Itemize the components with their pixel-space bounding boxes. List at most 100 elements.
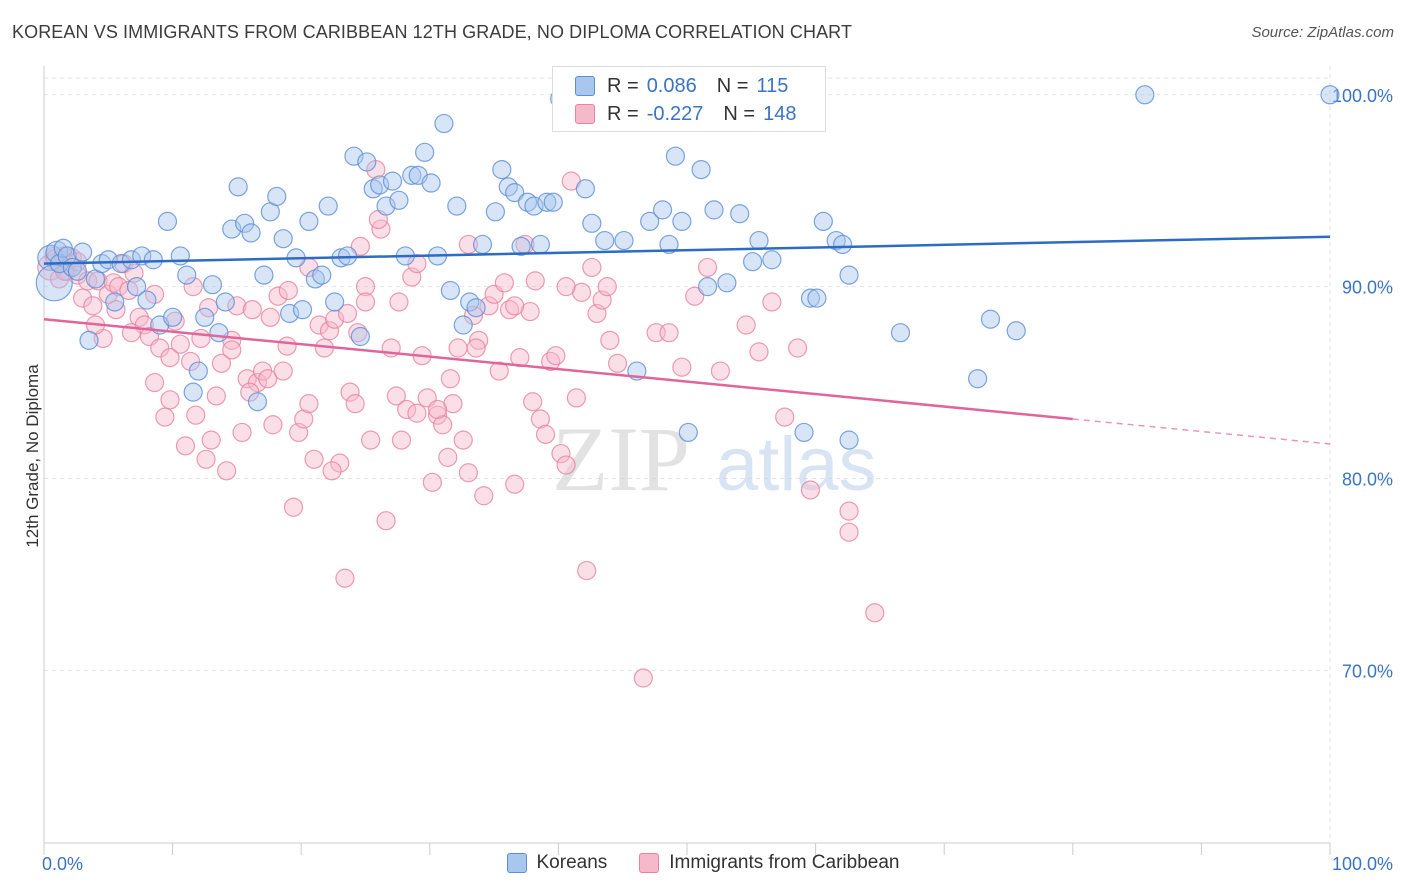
korean-point [126,277,147,297]
koreans-r-label: R = [607,74,639,97]
caribbean-r-label: R = [607,102,639,125]
korean-point [453,315,473,335]
korean-point [215,292,235,312]
caribbean-point [386,386,406,406]
caribbean-point [196,449,216,469]
caribbean-point [523,392,543,412]
korean-point [434,113,454,134]
korean-point [742,252,763,272]
caribbean-trend-extension [1072,418,1331,445]
caribbean-point [160,390,180,410]
korean-point [137,290,157,310]
caribbean-point [427,399,448,420]
korean-point [1006,321,1026,341]
caribbean-point [685,286,705,306]
korean-point [530,234,550,255]
korean-point [370,175,390,195]
caribbean-point [355,292,376,312]
korean-point [382,171,403,191]
korean-point [762,250,782,270]
caribbean-point [800,480,821,500]
caribbean-point [566,388,587,408]
korean-point [672,211,692,231]
caribbean-point [155,407,175,427]
korean-point [67,261,88,281]
korean-point [807,288,827,308]
korean-point [247,392,268,412]
caribbean-point [600,330,620,350]
caribbean-point [397,399,417,420]
koreans-trend-line [43,235,1331,265]
korean-point [447,196,467,216]
y-tick-label: 70.0% [1342,661,1393,681]
korean-point [640,211,660,231]
caribbean-point [83,296,103,316]
caribbean-point [775,407,795,427]
caribbean-point [546,346,566,366]
korean-point [121,250,142,270]
caribbean-point [201,430,221,450]
korean-point [575,179,596,199]
korean-point [421,173,441,193]
korean-point [440,280,460,301]
caribbean-point [337,303,358,324]
caribbean-point [499,300,520,320]
caribbean-point [175,436,196,456]
caribbean-point [258,369,278,389]
stats-legend-row-koreans: R = 0.086 N = 115 [553,71,788,101]
chart-title: KOREAN VS IMMIGRANTS FROM CARIBBEAN 12TH… [12,22,853,42]
caribbean-point [144,372,165,393]
korean-point [209,323,229,343]
korean-point [350,326,370,347]
korean-point [357,152,377,172]
caribbean-point [232,422,252,443]
caribbean-point [582,257,602,278]
korean-point [228,177,248,197]
korean-point [980,309,1001,329]
caribbean-point [530,409,550,429]
korean-point [659,234,679,255]
korean-point [72,242,93,262]
korean-point [691,160,711,180]
korean-point [415,142,435,162]
koreans-n-value: 115 [756,74,789,97]
korean-point [839,265,859,285]
korean-point [318,196,338,216]
caribbean-point [556,455,576,475]
korean-point [614,230,634,251]
caribbean-point [78,271,98,291]
chart-source: Source: ZipAtlas.com [1251,24,1394,41]
caribbean-point [191,328,211,349]
caribbean-r-value: -0.227 [646,102,704,125]
caribbean-point [376,511,396,531]
caribbean-point [551,443,571,464]
korean-point [543,192,563,212]
koreans-r-value: 0.086 [646,74,697,97]
caribbean-point [659,323,679,343]
caribbean-point [474,486,494,506]
caribbean-point [263,415,283,435]
caribbean-point [278,280,298,301]
caribbean-point [144,284,165,304]
korean-point [98,250,118,270]
korean-point [595,230,615,251]
koreans-swatch [575,76,595,96]
caribbean-point [440,369,460,389]
legend-label-koreans: Koreans [536,852,608,873]
korean-point [177,265,197,285]
caribbean-point [633,668,653,688]
korean-point [325,292,345,312]
korean-point [299,211,319,231]
korean-point [678,422,698,443]
stats-legend: R = 0.086 N = 115 R = -0.227 N = 148 [552,66,826,132]
korean-point [582,213,602,233]
y-axis-label: 12th Grade, No Diploma [23,364,42,548]
caribbean-point [222,340,242,360]
x-tick-label: 0.0% [42,854,83,874]
caribbean-point [240,382,260,402]
korean-point [968,369,988,389]
caribbean-point [422,472,442,492]
caribbean-point [736,315,756,335]
y-tick-label: 80.0% [1342,469,1393,489]
